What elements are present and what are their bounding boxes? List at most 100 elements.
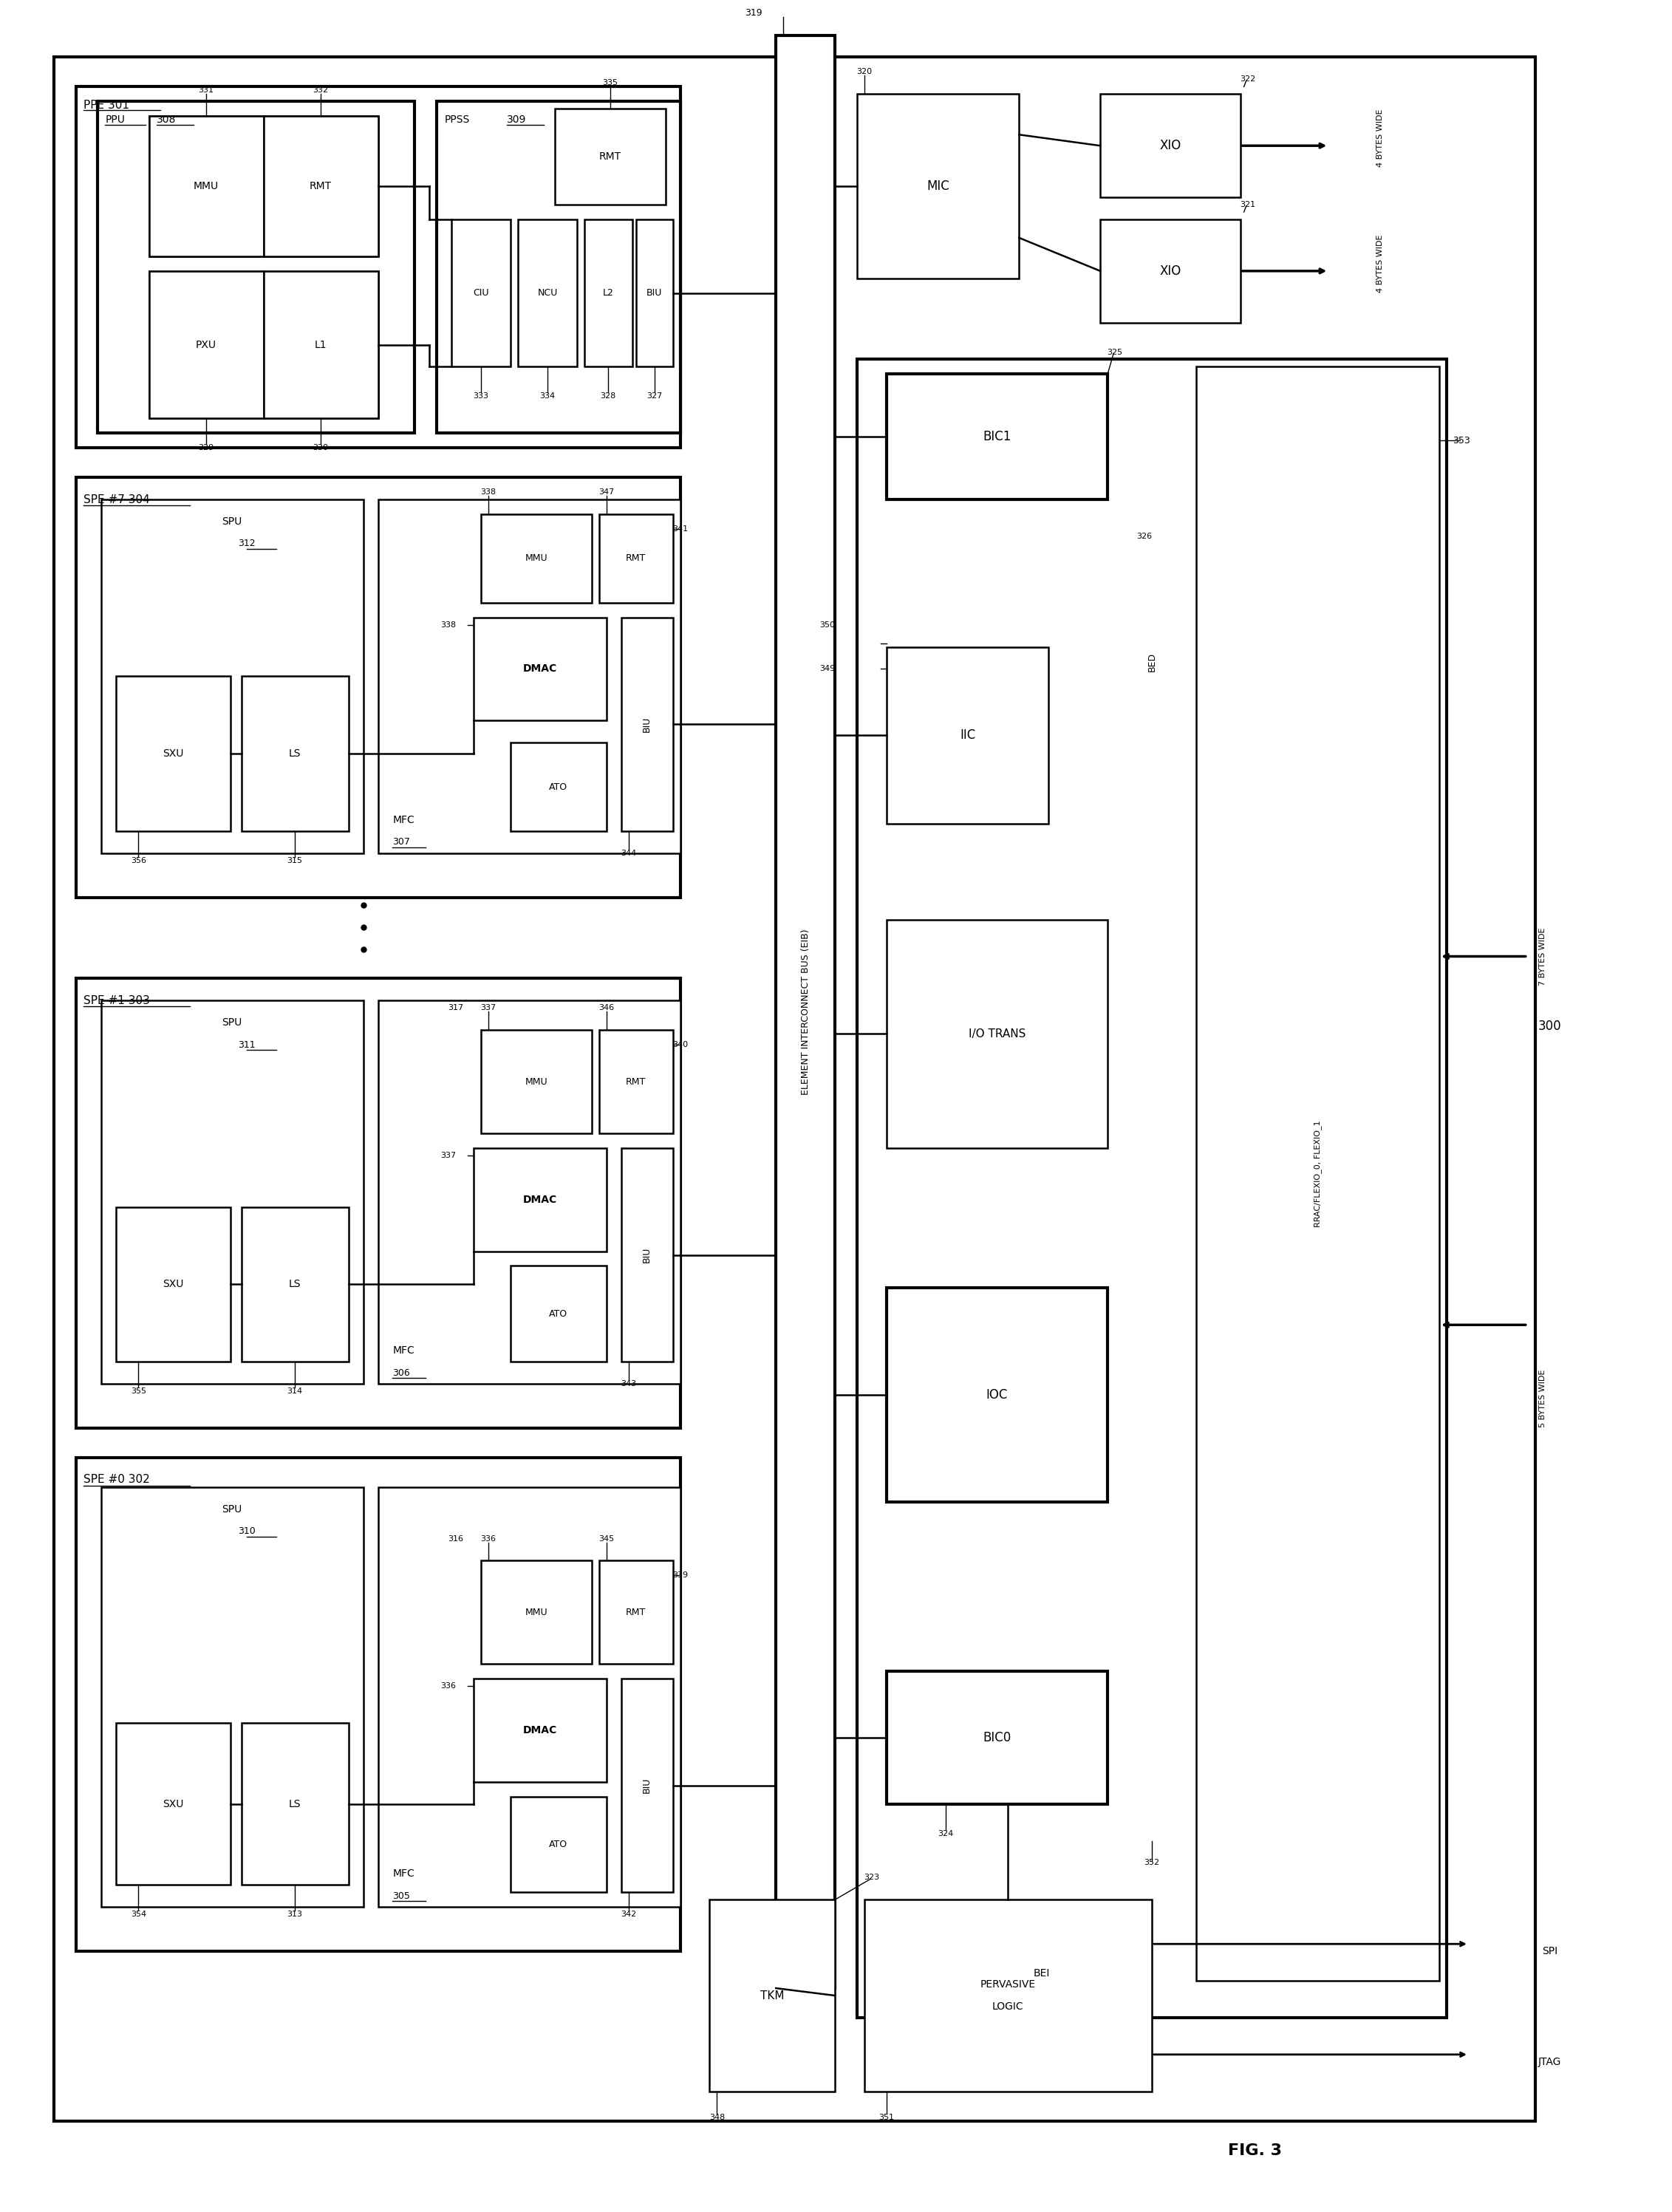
Bar (378, 1486, 681, 1907)
Text: 333: 333 (473, 392, 488, 400)
Text: ATO: ATO (548, 783, 568, 792)
Bar (102, 1000, 363, 1385)
Text: 327: 327 (647, 392, 662, 400)
Text: 354: 354 (130, 1911, 145, 1918)
Bar (510, 1265, 607, 1363)
Bar (264, 272, 378, 418)
Text: 4 BYTES WIDE: 4 BYTES WIDE (1376, 108, 1384, 168)
Text: SPE #7 304: SPE #7 304 (84, 493, 149, 504)
Text: 305: 305 (393, 1891, 410, 1900)
Text: 350: 350 (819, 622, 836, 628)
Text: 352: 352 (1144, 1860, 1160, 1867)
Text: 356: 356 (130, 856, 145, 865)
Text: 5 BYTES WIDE: 5 BYTES WIDE (1538, 1369, 1547, 1427)
Text: 328: 328 (600, 392, 615, 400)
Bar (1100, 219, 1241, 323)
Bar (622, 617, 672, 832)
Text: I/O TRANS: I/O TRANS (968, 1029, 1025, 1040)
Text: SXU: SXU (162, 748, 184, 759)
Bar (241, 677, 348, 832)
Text: 322: 322 (1239, 75, 1256, 84)
Bar (473, 1148, 607, 1252)
Text: RMT: RMT (625, 1608, 645, 1617)
Text: BIU: BIU (647, 288, 662, 299)
Text: SPE #1 303: SPE #1 303 (84, 995, 149, 1006)
Text: BIC0: BIC0 (983, 1732, 1012, 1745)
Bar (886, 646, 1048, 823)
Bar (75, 478, 681, 898)
Text: 317: 317 (448, 1004, 463, 1011)
Text: 351: 351 (879, 2112, 895, 2121)
Text: RMT: RMT (599, 153, 622, 161)
Text: 343: 343 (620, 1380, 637, 1387)
Bar (75, 1458, 681, 1951)
Text: 326: 326 (1137, 533, 1152, 540)
Text: FIG. 3: FIG. 3 (1227, 2143, 1282, 2157)
Text: SPU: SPU (222, 1504, 242, 1515)
Text: DMAC: DMAC (523, 1194, 557, 1206)
Bar (886, 1672, 1107, 1805)
Text: JTAG: JTAG (1538, 2057, 1562, 2066)
Text: 342: 342 (620, 1911, 637, 1918)
Text: NCU: NCU (537, 288, 557, 299)
Bar (518, 219, 577, 367)
Text: PPU: PPU (105, 115, 125, 126)
Text: SPU: SPU (222, 515, 242, 526)
Text: 344: 344 (620, 849, 637, 856)
Bar (117, 1208, 231, 1363)
Text: 315: 315 (288, 856, 303, 865)
Text: LS: LS (289, 1798, 301, 1809)
Text: 338: 338 (480, 489, 497, 495)
Text: 337: 337 (440, 1152, 456, 1159)
Text: 320: 320 (856, 69, 873, 75)
Text: ATO: ATO (548, 1840, 568, 1849)
Bar (264, 117, 378, 257)
Text: BED: BED (1147, 653, 1157, 670)
Bar (1100, 95, 1241, 197)
Bar (473, 1679, 607, 1783)
Text: 335: 335 (602, 80, 619, 86)
Bar (886, 920, 1107, 1148)
Text: L1: L1 (314, 338, 326, 349)
Bar (149, 117, 264, 257)
Text: 339: 339 (672, 1573, 687, 1579)
Bar (241, 1723, 348, 1885)
Text: PPE 301: PPE 301 (84, 100, 129, 111)
Bar (599, 1031, 672, 1133)
Bar (510, 743, 607, 832)
Text: BIC1: BIC1 (983, 429, 1012, 442)
Bar (864, 1900, 1152, 2090)
Text: MIC: MIC (926, 179, 950, 192)
Bar (482, 1562, 592, 1663)
Bar (482, 513, 592, 602)
Text: IOC: IOC (986, 1389, 1008, 1402)
Text: 313: 313 (288, 1911, 303, 1918)
Text: PERVASIVE: PERVASIVE (980, 1980, 1037, 1989)
Text: CIU: CIU (473, 288, 490, 299)
Bar (102, 500, 363, 854)
Text: 329: 329 (199, 445, 214, 451)
Text: SXU: SXU (162, 1798, 184, 1809)
Text: MMU: MMU (525, 553, 548, 564)
Text: MMU: MMU (525, 1608, 548, 1617)
Bar (102, 1486, 363, 1907)
Bar (886, 1287, 1107, 1502)
Text: 337: 337 (480, 1004, 497, 1011)
Bar (241, 1208, 348, 1363)
Text: SPU: SPU (222, 1018, 242, 1029)
Text: 4 BYTES WIDE: 4 BYTES WIDE (1376, 234, 1384, 292)
Text: LS: LS (289, 748, 301, 759)
Bar (436, 102, 681, 434)
Text: XIO: XIO (1159, 263, 1180, 279)
Bar (482, 1031, 592, 1133)
Text: RRAC/FLEXIO_0, FLEXIO_1: RRAC/FLEXIO_0, FLEXIO_1 (1314, 1121, 1321, 1228)
Bar (635, 219, 672, 367)
Bar (473, 617, 607, 721)
Text: PPSS: PPSS (445, 115, 470, 126)
Bar (149, 272, 264, 418)
Text: 325: 325 (1107, 347, 1124, 356)
Bar (451, 219, 510, 367)
Text: 307: 307 (393, 838, 410, 847)
Bar (776, 35, 834, 1989)
Text: 340: 340 (672, 1042, 687, 1048)
